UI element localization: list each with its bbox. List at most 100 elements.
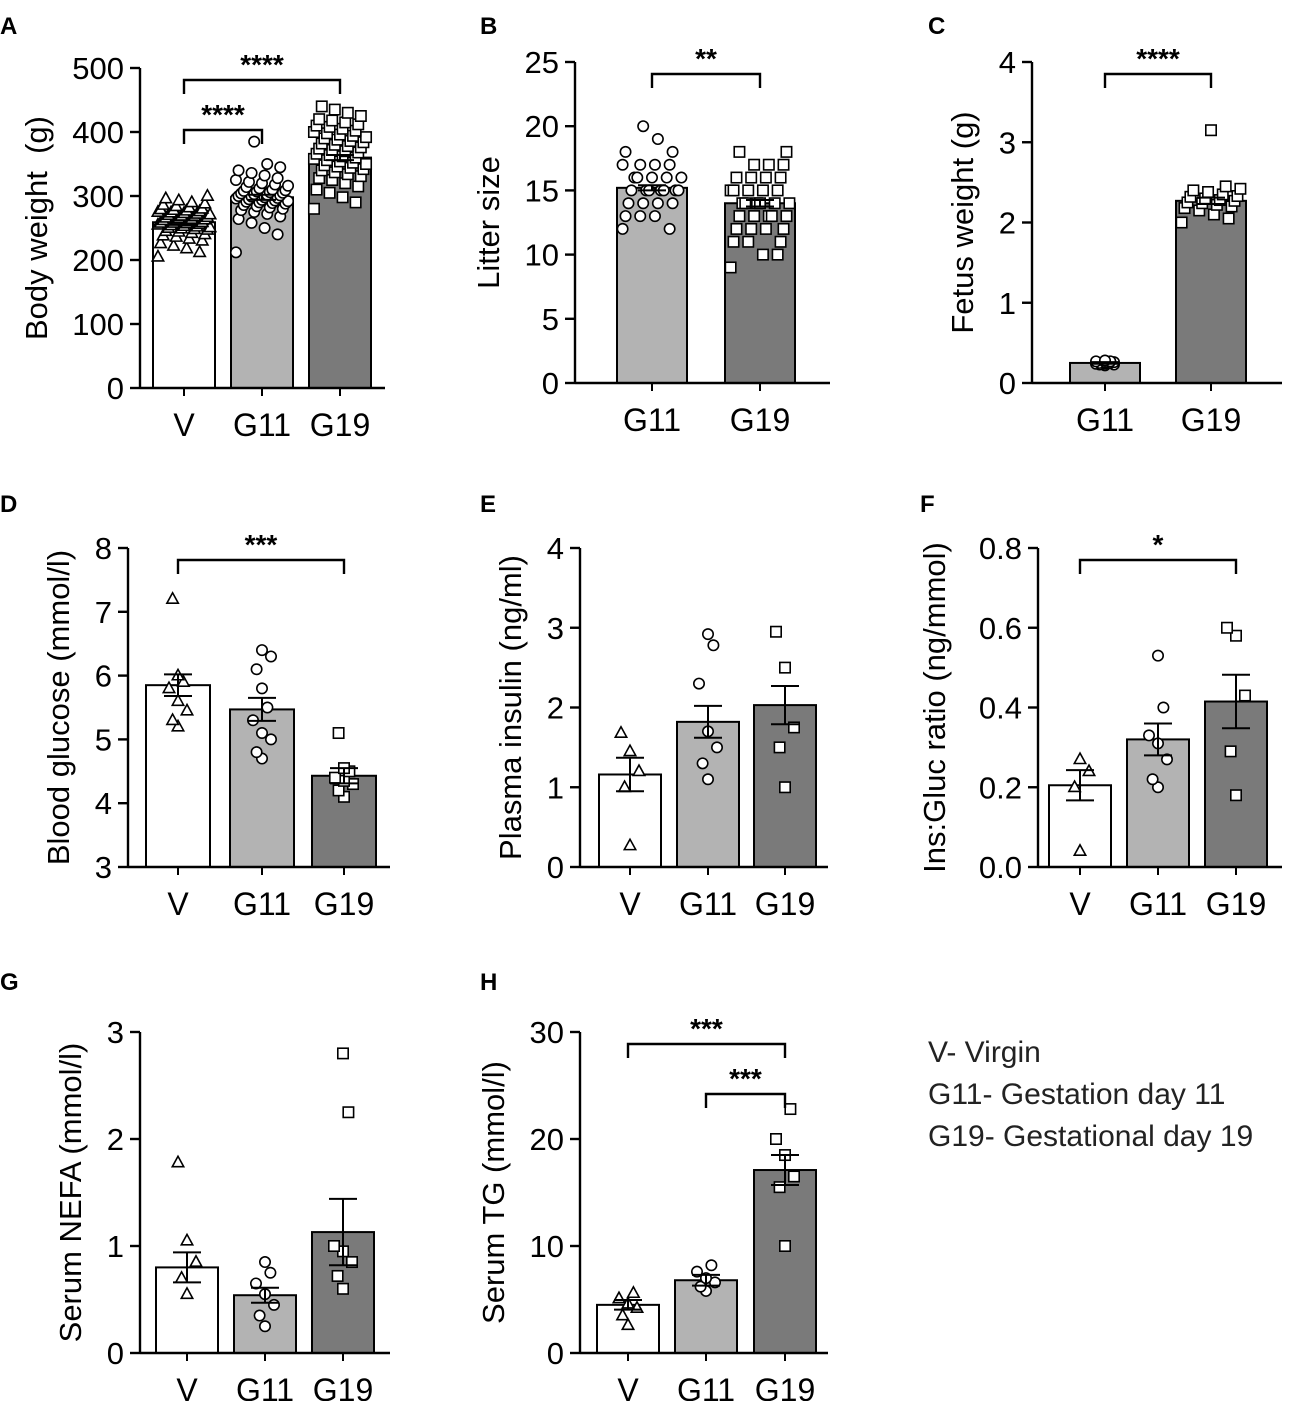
data-point	[705, 1259, 718, 1272]
data-point	[184, 194, 199, 208]
y-axis-title: Serum NEFA (mmol/l)	[53, 1043, 88, 1343]
data-point	[701, 773, 714, 786]
data-point	[1067, 779, 1082, 793]
x-tick-label: G11	[236, 1372, 294, 1401]
y-tick-label: 6	[95, 659, 112, 694]
data-point	[1222, 212, 1235, 225]
data-point	[707, 639, 720, 652]
data-point	[765, 210, 778, 223]
data-point	[336, 1282, 349, 1295]
data-point	[1143, 729, 1156, 742]
data-point	[192, 244, 207, 258]
y-tick-label: 0.8	[979, 531, 1022, 566]
data-point	[619, 210, 632, 223]
panel-letter: E	[480, 491, 496, 518]
significance-label: ****	[240, 49, 284, 80]
data-point	[778, 661, 791, 674]
significance-label: *	[1153, 529, 1164, 560]
data-point	[170, 1154, 186, 1168]
y-tick-label: 0	[542, 366, 559, 401]
x-tick-label: G19	[313, 1372, 373, 1401]
y-tick-label: 15	[525, 173, 559, 208]
data-point	[200, 188, 215, 201]
significance-label: ***	[245, 529, 278, 560]
x-tick-label: G11	[1076, 402, 1134, 438]
data-point	[360, 158, 373, 171]
y-tick-label: 3	[547, 611, 564, 646]
data-point	[328, 103, 341, 116]
data-point	[742, 184, 755, 197]
data-point	[769, 625, 782, 638]
bar-g19	[753, 1169, 817, 1355]
x-tick-label: G11	[233, 886, 291, 922]
data-point	[631, 763, 647, 777]
data-point	[625, 184, 638, 197]
data-point	[245, 216, 258, 229]
legend-entry-g11: G11- Gestation day 11	[928, 1078, 1226, 1111]
data-point	[258, 1256, 271, 1269]
y-tick-label: 200	[72, 243, 124, 278]
data-point	[195, 232, 210, 246]
data-point	[179, 702, 195, 716]
panel-a: A V G11 G19 0 100 200 300 400 500 Body weight (g) *…	[0, 13, 385, 443]
x-tick-label: G11	[233, 407, 291, 443]
data-point	[733, 145, 746, 158]
data-point	[1224, 745, 1237, 758]
y-tick-label: 0	[547, 1336, 564, 1371]
x-tick-label: V	[176, 1372, 198, 1401]
x-tick-label: V	[173, 407, 195, 443]
data-point	[171, 192, 186, 206]
significance-bracket	[182, 128, 264, 144]
data-point	[197, 195, 212, 209]
data-point	[745, 171, 758, 184]
y-tick-label: 0.6	[979, 611, 1022, 646]
data-point	[748, 158, 761, 171]
data-point	[778, 1240, 791, 1253]
significance-label: ***	[729, 1063, 762, 1094]
y-tick-label: 0	[107, 1336, 124, 1371]
data-point	[651, 197, 664, 210]
data-point	[701, 628, 714, 641]
x-tick-label: V	[167, 886, 189, 922]
data-point	[327, 1240, 340, 1253]
data-point	[616, 222, 629, 235]
data-point	[1205, 124, 1218, 137]
data-point	[360, 131, 373, 144]
data-point	[771, 248, 784, 261]
significance-bracket	[704, 1092, 787, 1108]
data-point	[267, 1298, 280, 1311]
data-point	[762, 158, 775, 171]
panel-f: F V G11 G19 0.0 0.2 0.4 0.6 0.8 Ins:Gluc ratio (n…	[917, 491, 1282, 922]
data-point	[332, 727, 345, 740]
data-point	[619, 145, 632, 158]
y-tick-label: 0	[547, 850, 564, 885]
data-point	[622, 743, 638, 757]
data-point	[1230, 789, 1243, 802]
data-point	[666, 145, 679, 158]
data-point	[176, 674, 191, 687]
data-point	[161, 680, 177, 694]
y-axis-title: Blood glucose (mmol/l)	[41, 550, 76, 865]
data-point	[787, 1170, 800, 1183]
data-point	[631, 171, 644, 184]
data-point	[773, 1181, 786, 1194]
y-tick-label: 0.4	[979, 691, 1022, 726]
significance-bracket	[626, 1042, 787, 1058]
data-point	[156, 197, 171, 210]
panel-g: G V G11 G19 0 1 2 3 Serum NEFA (mmol/l)	[0, 969, 390, 1401]
data-point	[1221, 621, 1234, 634]
significance-label: ****	[201, 99, 245, 130]
y-tick-label: 0.0	[979, 850, 1022, 885]
data-point	[255, 727, 268, 740]
y-tick-label: 5	[95, 722, 112, 757]
y-axis-title: Ins:Gluc ratio (ng/mmol)	[917, 542, 952, 873]
data-point	[170, 718, 186, 732]
data-point	[1175, 216, 1188, 229]
x-tick-label: V	[619, 886, 641, 922]
x-tick-label: G19	[1206, 886, 1266, 922]
x-tick-label: G11	[623, 402, 681, 438]
data-point	[352, 180, 365, 193]
y-tick-label: 400	[72, 115, 124, 150]
y-tick-label: 10	[525, 238, 559, 273]
data-point	[313, 113, 326, 126]
